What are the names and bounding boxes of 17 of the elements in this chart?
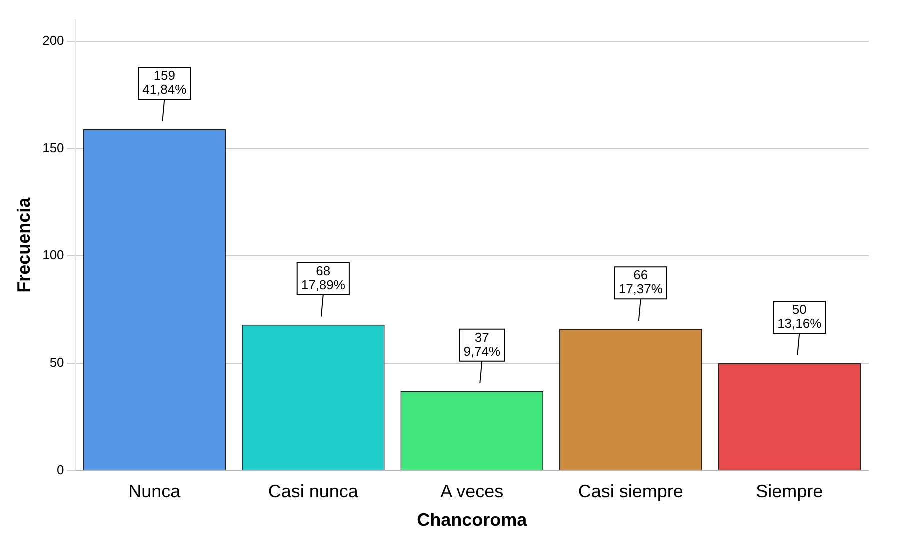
y-axis-title: Frecuencia: [14, 196, 34, 293]
x-tick-label: Siempre: [756, 482, 824, 502]
x-tick-label: Casi nunca: [268, 482, 360, 502]
y-tick-label: 0: [57, 462, 64, 478]
x-tick-label: A veces: [440, 482, 504, 502]
data-label: 66 17,37%: [618, 268, 664, 297]
data-label: 159 41,84%: [142, 68, 188, 98]
y-tick-label: 200: [42, 33, 64, 48]
data-label: 37 9,74%: [464, 330, 502, 359]
x-tick-label: Casi siempre: [578, 482, 684, 502]
data-label: 50 13,16%: [778, 302, 822, 332]
x-tick-label: Nunca: [128, 482, 182, 502]
x-axis-title: Chancoroma: [417, 510, 528, 530]
y-tick-label: 100: [42, 248, 64, 263]
data-label: 68 17,89%: [301, 263, 346, 292]
y-tick-label: 50: [50, 355, 64, 370]
y-tick-label: 150: [42, 140, 64, 156]
